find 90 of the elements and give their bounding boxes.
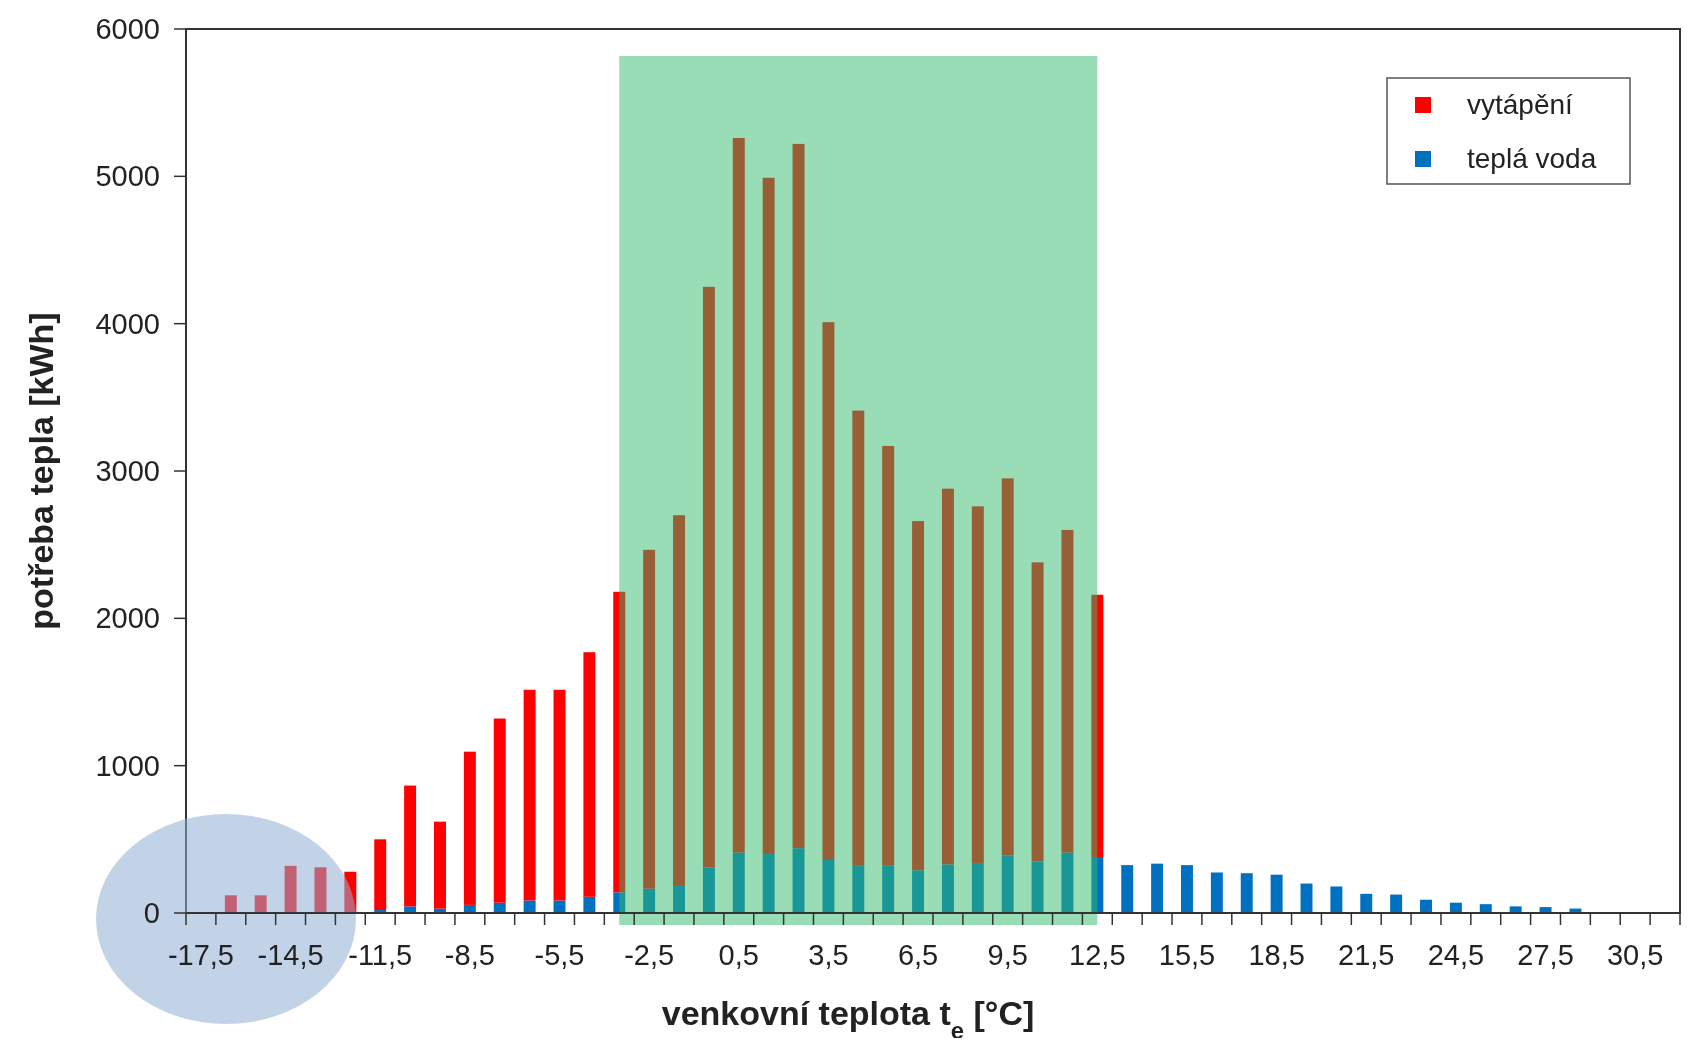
- bar: [882, 865, 895, 913]
- bar: [254, 895, 267, 913]
- bar: [732, 138, 745, 853]
- bar: [971, 862, 984, 913]
- x-tick-label: -8,5: [444, 939, 495, 971]
- bar: [314, 867, 327, 913]
- y-tick-label: 5000: [95, 160, 160, 193]
- bar: [673, 515, 685, 886]
- bar: [822, 322, 835, 860]
- bar: [1091, 594, 1104, 858]
- x-tick-label: 27,5: [1517, 939, 1574, 971]
- bar: [523, 689, 536, 901]
- y-tick-label: 6000: [95, 13, 160, 45]
- bar: [762, 177, 775, 855]
- x-tick-label: -5,5: [534, 939, 585, 971]
- x-tick-label: 6,5: [897, 939, 939, 971]
- bar: [1210, 872, 1223, 913]
- y-tick-label: 3000: [95, 455, 160, 487]
- bar: [523, 900, 536, 913]
- bar: [702, 867, 715, 913]
- bar: [1151, 863, 1164, 913]
- bar: [463, 751, 476, 905]
- bar: [792, 848, 805, 913]
- x-tick-label: -17,5: [167, 939, 234, 971]
- bar: [434, 821, 446, 909]
- y-axis-title: potřeba tepla [kWh]: [22, 312, 60, 630]
- bar: [792, 143, 805, 849]
- bar: [1121, 865, 1134, 913]
- bar: [1270, 874, 1283, 913]
- bar: [553, 689, 566, 901]
- x-tick-label: 24,5: [1427, 939, 1485, 971]
- bar: [613, 892, 626, 913]
- x-tick-label: 30,5: [1606, 939, 1664, 971]
- bar: [374, 839, 387, 911]
- bar: [613, 591, 626, 893]
- x-tick-label: 9,5: [987, 939, 1028, 971]
- bar: [643, 549, 656, 889]
- bar: [971, 506, 984, 863]
- bar: [852, 865, 865, 913]
- bar: [912, 870, 925, 913]
- bar: [1001, 478, 1014, 856]
- x-tick-label: -11,5: [348, 939, 413, 971]
- bar: [941, 864, 954, 913]
- bar: [493, 718, 506, 903]
- bar: [583, 896, 596, 913]
- bar: [583, 652, 596, 897]
- bar: [1001, 855, 1014, 913]
- y-tick-label: 1000: [95, 749, 160, 782]
- bar: [643, 888, 656, 913]
- y-tick-label: 4000: [95, 307, 160, 340]
- bar: [941, 488, 954, 865]
- x-tick-label: 15,5: [1158, 939, 1216, 971]
- bar: [882, 445, 895, 866]
- bar: [284, 865, 297, 913]
- x-tick-label: 21,5: [1338, 939, 1395, 971]
- bar: [673, 885, 685, 913]
- x-tick-label: 3,5: [808, 939, 849, 971]
- bar: [1031, 562, 1044, 862]
- x-tick-label: -2,5: [624, 939, 675, 971]
- y-tick-label: 0: [143, 897, 160, 929]
- x-tick-label: 12,5: [1069, 939, 1126, 971]
- x-tick-label: -14,5: [257, 939, 324, 971]
- bar: [404, 785, 417, 907]
- bar: [1479, 904, 1492, 913]
- x-tick-label: 0,5: [718, 939, 759, 971]
- bar: [702, 286, 715, 868]
- bar: [852, 410, 865, 866]
- bar: [1091, 857, 1104, 913]
- bar: [1509, 906, 1522, 913]
- bar: [1240, 873, 1253, 913]
- bar: [404, 906, 417, 913]
- bar: [344, 871, 357, 913]
- bar: [822, 859, 835, 913]
- legend-label: vytápění: [1467, 89, 1574, 120]
- bar: [732, 852, 745, 913]
- legend-label: teplá voda: [1467, 143, 1597, 174]
- x-axis-title: venkovní teplota t$_{e}$ [°C]: [661, 994, 1035, 1044]
- bar: [1330, 886, 1343, 913]
- bar: [1031, 861, 1044, 913]
- bar: [1181, 865, 1193, 913]
- bar: [1061, 529, 1074, 853]
- bar: [1360, 893, 1373, 913]
- bar: [224, 895, 237, 913]
- y-tick-label: 2000: [95, 602, 160, 635]
- bar: [1420, 899, 1432, 913]
- bar: [1061, 852, 1074, 913]
- bar: [762, 854, 775, 913]
- bar: [1390, 894, 1403, 913]
- bar: [912, 521, 925, 871]
- x-tick-label: 18,5: [1248, 939, 1305, 971]
